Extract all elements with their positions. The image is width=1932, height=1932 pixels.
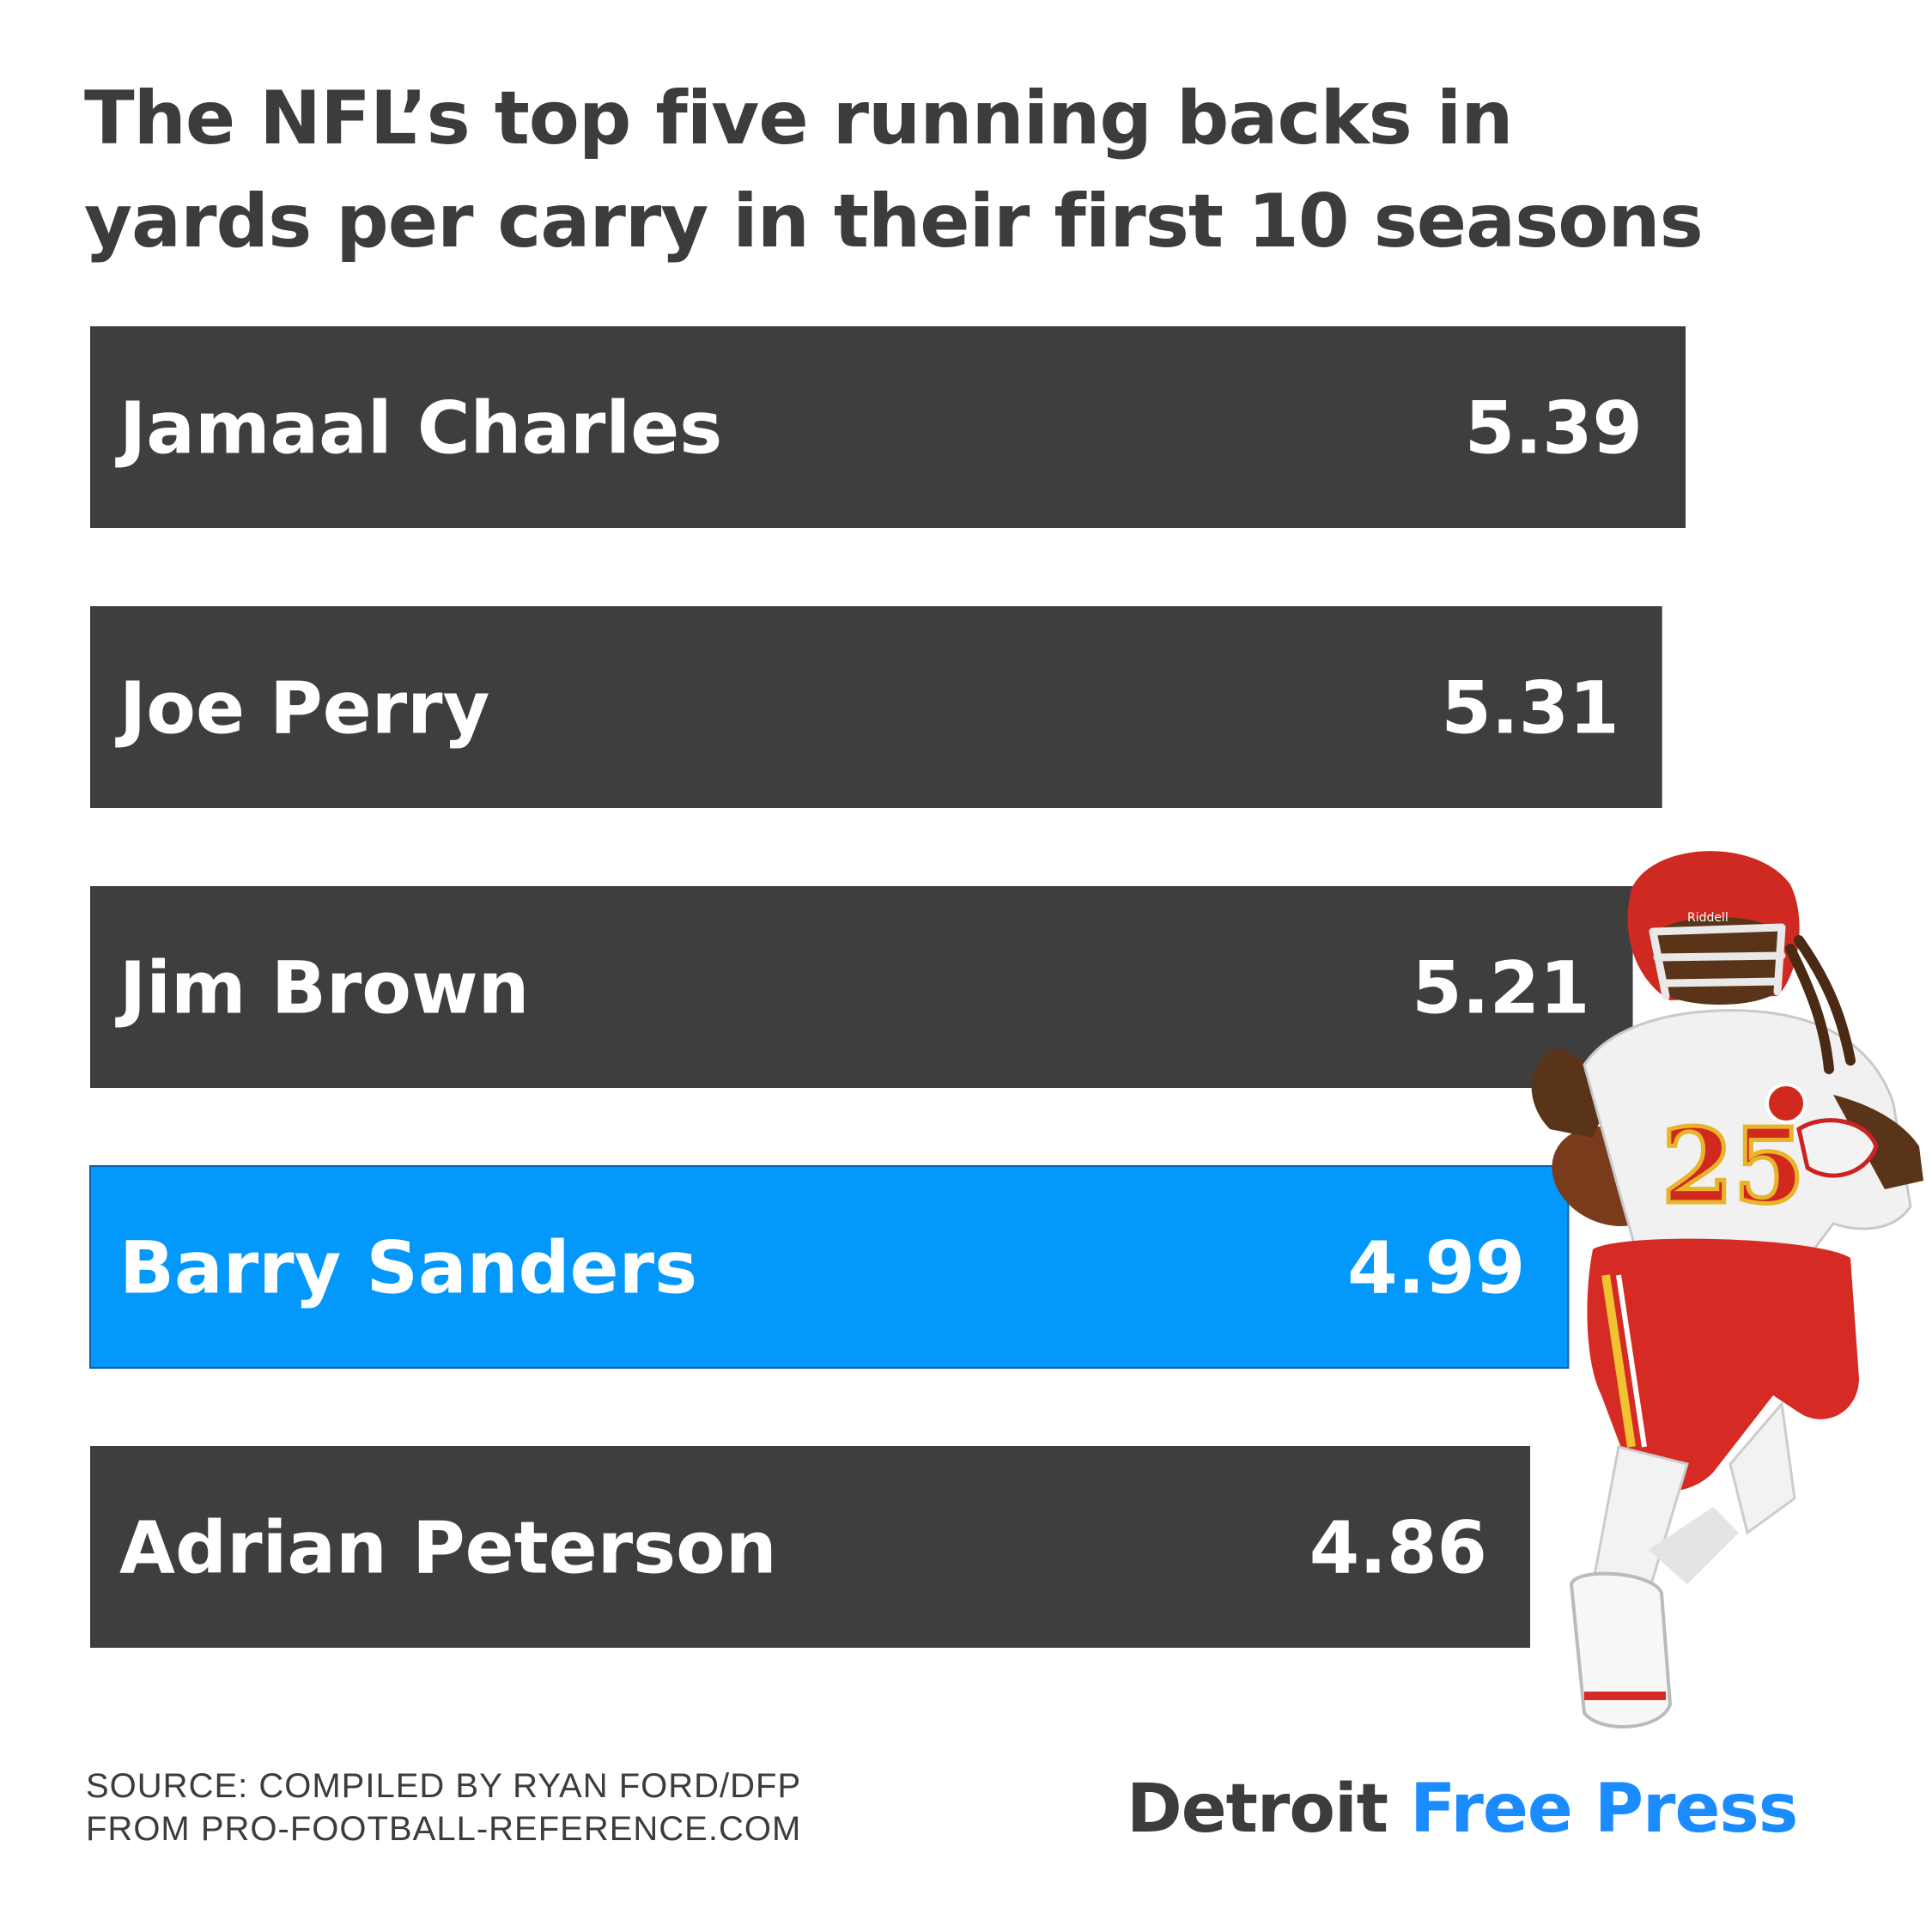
chart-title-line-1: The NFL’s top five running backs in (84, 76, 1514, 161)
source-line-2: FROM PRO-FOOTBALL-REFERENCE.COM (86, 1810, 802, 1848)
football-player-photo: 25 Riddell (1531, 851, 1923, 1728)
bar-jamaal-charles (90, 326, 1686, 528)
bar-value-label: 5.39 (1465, 386, 1643, 471)
bar-value-label: 5.21 (1412, 946, 1589, 1030)
bar-label: Joe Perry (115, 666, 489, 750)
bar-value-label: 4.86 (1309, 1506, 1487, 1590)
bar-label: Barry Sanders (119, 1226, 697, 1310)
chart-title: The NFL’s top five running backs in yard… (84, 67, 1716, 273)
jersey-number: 25 (1662, 1106, 1805, 1227)
source-note: SOURCE: COMPILED BY RYAN FORD/DFP FROM P… (86, 1765, 801, 1850)
bar-value-label: 4.99 (1347, 1226, 1525, 1310)
bar-label: Jamaal Charles (115, 386, 722, 471)
publisher-logo: Detroit Free Press (1127, 1771, 1798, 1848)
source-line-1: SOURCE: COMPILED BY RYAN FORD/DFP (86, 1767, 802, 1805)
bar-joe-perry (90, 606, 1662, 808)
bar-label: Adrian Peterson (119, 1506, 777, 1590)
bar-label: Jim Brown (115, 946, 529, 1030)
bar-adrian-peterson (90, 1446, 1530, 1648)
helmet-logo-text: Riddell (1687, 911, 1728, 925)
bar-value-label: 5.31 (1441, 666, 1619, 750)
brand-free-press: Free Press (1410, 1771, 1798, 1848)
chart-title-line-2: yards per carry in their first 10 season… (84, 179, 1704, 264)
bar-barry-sanders (89, 1165, 1570, 1369)
brand-detroit: Detroit (1127, 1771, 1388, 1848)
bar-jim-brown (90, 886, 1633, 1088)
